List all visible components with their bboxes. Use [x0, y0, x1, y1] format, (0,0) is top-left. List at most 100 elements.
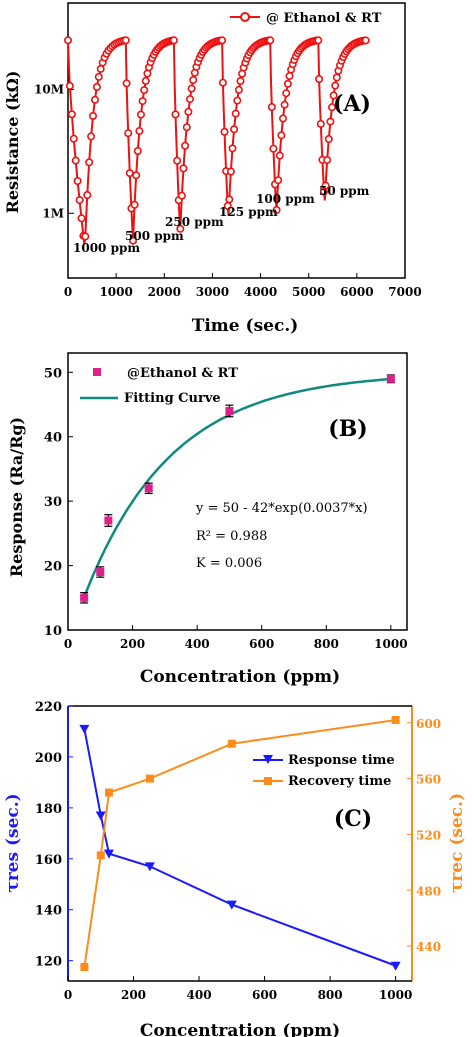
panel-b-legend-points-text: @Ethanol & RT — [127, 366, 238, 381]
panel-c-x-tick-label: 1000 — [379, 988, 412, 1002]
panel-c-right-tick-label: 440 — [416, 940, 441, 954]
panel-b-equation: y = 50 - 42*exp(0.0037*x) — [195, 501, 368, 516]
panel-c-response-point — [79, 724, 90, 734]
panel-a-frame — [67, 2, 406, 279]
panel-a-point — [94, 72, 103, 81]
panel-a-point — [140, 86, 149, 95]
panel-b-x-tick-label: 600 — [249, 637, 274, 651]
panel-b-ticks: 0 200 400 600 800 1000 10 20 30 40 50 — [44, 366, 408, 651]
panel-a-chart: 0 1000 2000 3000 4000 5000 6000 7000 10M 1M Time … — [3, 2, 422, 336]
panel-b-chart: 0 200 400 600 800 1000 10 20 30 40 50 Concentratio… — [7, 352, 408, 687]
panel-a-point — [181, 141, 190, 150]
panel-a-point — [189, 76, 198, 85]
panel-a-point — [321, 181, 330, 190]
panel-a-point — [65, 81, 74, 90]
panel-a-point — [326, 117, 335, 126]
panel-a-point — [138, 97, 147, 106]
panel-c-left-tick-label: 180 — [35, 802, 62, 817]
panel-a-point — [73, 177, 82, 186]
panel-b-point — [80, 593, 89, 602]
panel-a-legend: @ Ethanol & RT — [230, 11, 382, 26]
panel-a-point — [226, 167, 235, 176]
panel-c-left-tick-label: 160 — [35, 853, 62, 868]
panel-a-point — [91, 95, 100, 104]
panel-a-x-tick-label: 4000 — [244, 285, 277, 299]
panel-a-point — [323, 156, 332, 165]
panel-a-point — [233, 96, 242, 105]
panel-a-point — [331, 81, 340, 90]
panel-b-k-value: K = 0.006 — [196, 556, 262, 571]
panel-a-point — [316, 119, 325, 128]
annot-500ppm: 500 ppm — [125, 229, 184, 243]
panel-a-point — [71, 156, 80, 165]
panel-a-point — [135, 127, 144, 136]
panel-a-point — [173, 156, 182, 165]
panel-a-point — [269, 144, 278, 153]
panel-a-point — [329, 91, 338, 100]
panel-b-y-axis-label-text: Response (Ra/Rg) — [7, 417, 26, 577]
panel-c-response-point — [226, 900, 237, 910]
panel-a-resistance-points — [64, 36, 370, 245]
panel-c-x-axis-label: Concentration (ppm) — [140, 1021, 340, 1037]
panel-a-point — [332, 73, 341, 82]
annot-1000ppm: 1000 ppm — [73, 241, 140, 255]
panel-c-left-axis-label: τres (sec.) — [3, 793, 23, 892]
panel-a-point — [171, 110, 180, 119]
panel-c-x-tick-label: 800 — [318, 988, 343, 1002]
panel-a-point — [69, 134, 78, 143]
panel-b-y-tick-label: 20 — [44, 560, 62, 575]
panel-a-point — [280, 100, 289, 109]
panel-a-point — [274, 176, 283, 185]
panel-a-point — [122, 79, 131, 88]
panel-a-point — [225, 195, 234, 204]
panel-c-left-tick-label: 120 — [35, 955, 62, 970]
panel-c-response-point — [95, 811, 106, 821]
panel-b-x-tick-label: 0 — [64, 637, 72, 651]
panel-c-legend-recovery-text: Recovery time — [288, 774, 391, 789]
panel-b-frame — [67, 352, 408, 631]
panel-c-right-tick-label: 560 — [416, 773, 441, 787]
panel-a-point — [182, 123, 191, 132]
panel-b-x-tick-label: 400 — [185, 637, 210, 651]
panel-a-x-tick-label: 0 — [64, 285, 72, 299]
panel-a-point — [176, 224, 185, 233]
panel-c-left-tick-label: 140 — [35, 904, 62, 919]
panel-b-fit-curve — [82, 377, 392, 598]
panel-a-point — [315, 75, 324, 84]
panel-a-point — [187, 84, 196, 93]
panel-a-point — [324, 135, 333, 144]
panel-a-point — [285, 72, 294, 81]
panel-a-annotations: 1000 ppm 500 ppm 250 ppm 125 ppm 100 ppm… — [73, 184, 370, 255]
panel-a-point — [275, 151, 284, 160]
panel-a-point — [314, 36, 323, 45]
annot-50ppm: 50 ppm — [319, 184, 370, 198]
panel-a-point — [133, 147, 142, 156]
panel-a-x-tick-label: 2000 — [148, 285, 181, 299]
panel-a-x-tick-label: 6000 — [340, 285, 373, 299]
panel-b-legend: @Ethanol & RT Fitting Curve — [80, 366, 238, 406]
panel-b-r-squared: R² = 0.988 — [196, 529, 267, 544]
panel-b-point — [225, 406, 234, 415]
panel-a-label: (A) — [333, 91, 371, 117]
panel-a-point — [283, 79, 292, 88]
panel-c-response-line — [83, 728, 396, 967]
panel-a-y-tick-label: 1M — [42, 206, 64, 220]
panel-c-legend: Response time Recovery time — [253, 753, 395, 789]
panel-a-point — [179, 164, 188, 173]
panel-a-point — [83, 191, 92, 200]
panel-b-x-axis-label: Concentration (ppm) — [140, 667, 340, 687]
panel-a-point — [218, 36, 227, 45]
panel-b-y-tick-label: 40 — [44, 431, 62, 446]
panel-c-legend-response-text: Response time — [288, 753, 395, 768]
panel-c-legend-recovery-marker — [264, 777, 272, 785]
panel-a-point — [143, 69, 152, 78]
panel-a-x-tick-label: 1000 — [99, 285, 132, 299]
panel-c-recovery-point — [104, 788, 113, 797]
panel-a-point — [236, 77, 245, 86]
panel-a-y-tick-label: 10M — [34, 83, 64, 97]
panel-c-x-tick-label: 0 — [64, 988, 72, 1002]
panel-c-recovery-point — [227, 739, 236, 748]
annot-250ppm: 250 ppm — [165, 215, 224, 229]
panel-c-response-point — [390, 961, 401, 971]
panel-b-point — [96, 568, 105, 577]
